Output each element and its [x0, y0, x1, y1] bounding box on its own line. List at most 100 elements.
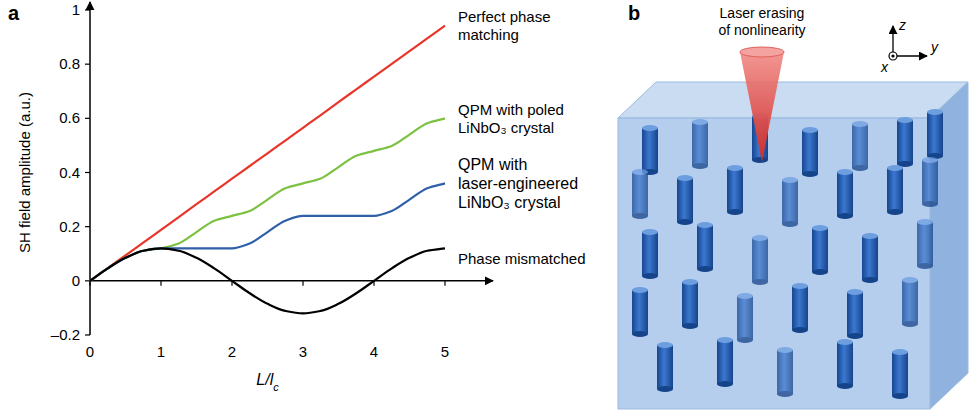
cylinder-bottom	[737, 337, 753, 343]
cylinder	[632, 169, 648, 219]
cylinder-top	[717, 337, 733, 343]
cylinder-bottom	[837, 213, 853, 219]
cylinder	[812, 225, 828, 275]
cylinder-top	[737, 293, 753, 299]
cylinder-bottom	[792, 327, 808, 333]
diagram: Laser erasingof nonlinearityzyx	[618, 5, 968, 409]
legend-line: laser-engineered	[458, 175, 578, 192]
x-axis-title: L/lc	[256, 371, 279, 393]
box-front	[618, 118, 930, 409]
legend-line: matching	[458, 26, 519, 43]
cylinder-body	[812, 228, 828, 272]
cylinder-body	[642, 232, 658, 276]
cylinder-top	[802, 127, 818, 133]
cylinder	[777, 347, 793, 397]
legend-line: Phase mismatched	[458, 250, 586, 267]
cylinder-body	[852, 124, 868, 168]
cylinder	[852, 121, 868, 171]
axis-out	[889, 52, 897, 60]
cylinder-bottom	[917, 263, 933, 269]
y-tick	[85, 280, 90, 281]
cylinder-body	[897, 120, 913, 164]
axis-label: z	[898, 17, 906, 33]
cylinder-body	[837, 342, 853, 386]
y-axis-title: SH field amplitude (a.u.)	[16, 92, 33, 253]
cylinder-bottom	[837, 383, 853, 389]
cylinder	[697, 222, 713, 272]
panel-label: a	[8, 2, 20, 24]
cylinder	[657, 342, 673, 392]
y-tick-label: 0.2	[59, 218, 80, 235]
cylinder-top	[852, 121, 868, 127]
cylinder-bottom	[777, 391, 793, 397]
cylinder-bottom	[862, 277, 878, 283]
cylinder-top	[777, 347, 793, 353]
cylinder-body	[887, 168, 903, 212]
cylinder-bottom	[677, 219, 693, 225]
y-tick-label: 0.8	[59, 55, 80, 72]
series-line	[90, 26, 445, 281]
cylinder-body	[922, 160, 938, 204]
legend-line: LiNbO₃ crystal	[458, 194, 561, 211]
cylinder-body	[917, 222, 933, 266]
cylinder	[837, 169, 853, 219]
cylinder-body	[862, 236, 878, 280]
axis-out-dot	[891, 54, 894, 57]
x-tick	[160, 281, 161, 286]
y-tick-label: 0.6	[59, 109, 80, 126]
cylinder-bottom	[657, 386, 673, 392]
cylinder	[692, 119, 708, 169]
cylinder-top	[632, 287, 648, 293]
x-axis-title-main: L/l	[256, 371, 273, 388]
legend-line: QPM with poled	[458, 101, 564, 118]
y-tick	[85, 334, 90, 335]
cylinder-body	[692, 122, 708, 166]
legend-line: LiNbO₃ crystal	[458, 119, 554, 136]
cylinder	[887, 165, 903, 215]
cylinder-body	[632, 290, 648, 334]
cylinder-body	[892, 352, 908, 396]
cylinder-bottom	[812, 269, 828, 275]
axis-arrow	[893, 55, 927, 56]
cylinder-top	[837, 339, 853, 345]
laser-beam	[740, 52, 784, 162]
y-tick	[85, 172, 90, 173]
cylinder	[752, 235, 768, 285]
cylinder-bottom	[717, 381, 733, 387]
title-line: Laser erasing	[720, 5, 805, 21]
cylinder-top	[752, 235, 768, 241]
x-tick-label: 0	[86, 343, 94, 360]
cylinder-top	[632, 169, 648, 175]
cylinder-bottom	[887, 209, 903, 215]
cylinder-bottom	[727, 209, 743, 215]
title-line: of nonlinearity	[718, 22, 805, 38]
cylinder-bottom	[782, 221, 798, 227]
legend-label: Phase mismatched	[458, 250, 586, 267]
cylinder	[897, 117, 913, 167]
legend-line: QPM with	[458, 156, 527, 173]
x-tick-label: 2	[228, 343, 236, 360]
axis-label: x	[880, 59, 889, 75]
x-tick	[302, 281, 303, 286]
cylinder-top	[792, 283, 808, 289]
cylinder	[792, 283, 808, 333]
cylinder	[682, 279, 698, 329]
cylinder	[642, 125, 658, 175]
legend-label: QPM with laser-engineered LiNbO₃ crystal	[458, 156, 578, 211]
cylinder-top	[697, 222, 713, 228]
cylinder-top	[692, 119, 708, 125]
laser-top	[740, 47, 784, 57]
cylinder-body	[752, 238, 768, 282]
cylinder	[632, 287, 648, 337]
cylinder-top	[892, 349, 908, 355]
x-tick-label: 3	[299, 343, 307, 360]
cylinder-top	[837, 169, 853, 175]
cylinder-body	[902, 280, 918, 324]
y-tick	[85, 9, 90, 10]
cylinder-bottom	[902, 321, 918, 327]
cylinder-bottom	[922, 201, 938, 207]
diagram-title: Laser erasingof nonlinearity	[718, 5, 805, 38]
cylinder	[862, 233, 878, 283]
cylinder	[847, 289, 863, 339]
cylinder	[892, 349, 908, 399]
